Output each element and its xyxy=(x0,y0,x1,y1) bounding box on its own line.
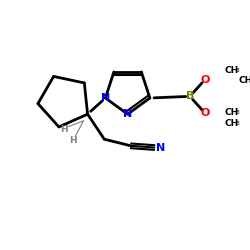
Text: H: H xyxy=(69,136,76,145)
Text: H: H xyxy=(60,125,68,134)
Text: O: O xyxy=(200,75,209,85)
Text: N: N xyxy=(101,93,110,103)
Text: $_3$: $_3$ xyxy=(235,66,240,75)
Text: N: N xyxy=(156,142,165,152)
Text: B: B xyxy=(186,91,194,101)
Text: O: O xyxy=(200,108,209,118)
Text: $_3$: $_3$ xyxy=(248,76,250,85)
Text: CH: CH xyxy=(238,76,250,85)
Text: N: N xyxy=(123,109,132,119)
Text: CH: CH xyxy=(225,120,239,128)
Text: $_3$: $_3$ xyxy=(235,120,240,128)
Text: CH: CH xyxy=(225,66,239,75)
Text: $_3$: $_3$ xyxy=(235,108,240,117)
Text: CH: CH xyxy=(225,108,239,117)
